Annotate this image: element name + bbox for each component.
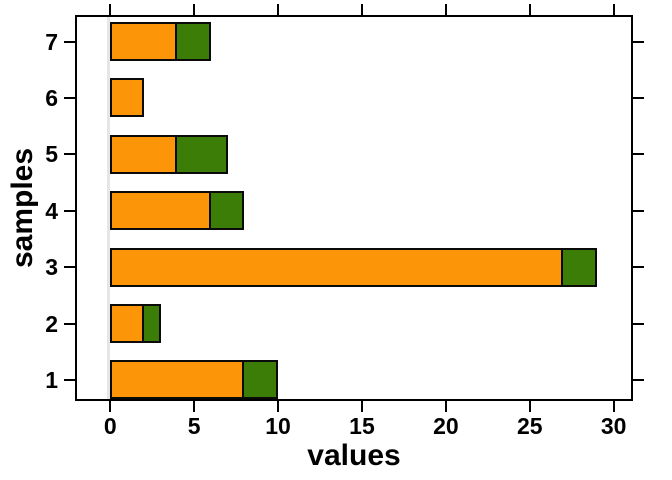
x-tick bbox=[277, 401, 280, 412]
bar-segment-green-segment bbox=[141, 304, 161, 343]
y-tick bbox=[64, 40, 75, 43]
y-tick bbox=[633, 153, 644, 156]
x-tick bbox=[528, 4, 531, 15]
x-tick bbox=[193, 401, 196, 412]
x-tick-label: 30 bbox=[600, 413, 627, 439]
x-tick bbox=[277, 4, 280, 15]
y-tick bbox=[633, 266, 644, 269]
y-tick bbox=[64, 96, 75, 99]
bar-segment-green-segment bbox=[208, 191, 245, 231]
y-tick-label: 4 bbox=[45, 197, 58, 224]
x-tick bbox=[528, 401, 531, 412]
x-tick-label: 20 bbox=[433, 413, 459, 439]
y-axis-title: samples bbox=[6, 147, 39, 269]
y-tick bbox=[633, 378, 644, 381]
bar-segment-green-segment bbox=[175, 134, 228, 174]
bar-segment-green-segment bbox=[175, 22, 211, 61]
x-tick bbox=[109, 4, 112, 15]
y-tick bbox=[633, 209, 644, 212]
y-tick-label: 7 bbox=[45, 28, 58, 55]
x-tick bbox=[109, 401, 112, 412]
y-tick-label: 5 bbox=[45, 141, 58, 168]
y-tick bbox=[64, 322, 75, 325]
bar-segment-orange-segment bbox=[110, 304, 144, 343]
bar-segment-orange-segment bbox=[110, 247, 564, 287]
y-tick bbox=[64, 266, 75, 269]
x-tick bbox=[360, 401, 363, 412]
x-axis-title: values bbox=[307, 439, 401, 472]
bar-segment-orange-segment bbox=[110, 191, 211, 231]
x-tick bbox=[444, 401, 447, 412]
y-tick-label: 1 bbox=[45, 366, 58, 393]
bar-segment-orange-segment bbox=[110, 22, 178, 61]
x-tick-label: 10 bbox=[265, 413, 291, 439]
bar-segment-green-segment bbox=[242, 360, 279, 400]
x-tick-label: 15 bbox=[349, 413, 375, 439]
x-tick-label: 25 bbox=[516, 413, 543, 439]
plot-area: 1 2 3 4 5 6 7 0 5 10 15 20 25 30 values samples bbox=[6, 4, 644, 472]
y-tick-label: 3 bbox=[45, 254, 58, 281]
x-tick bbox=[612, 4, 615, 15]
y-tick bbox=[633, 96, 644, 99]
bar-segment-green-segment bbox=[561, 247, 597, 287]
y-tick bbox=[633, 40, 644, 43]
x-tick-label: 0 bbox=[103, 413, 117, 439]
bar-segment-orange-segment bbox=[110, 360, 245, 400]
x-tick-label: 5 bbox=[187, 413, 201, 439]
y-tick-label: 6 bbox=[45, 84, 58, 111]
zero-baseline bbox=[107, 17, 111, 399]
bar-segment-orange-segment bbox=[110, 134, 178, 174]
y-tick-label: 2 bbox=[45, 310, 58, 337]
x-tick bbox=[612, 401, 615, 412]
y-tick bbox=[64, 378, 75, 381]
x-tick bbox=[444, 4, 447, 15]
x-tick bbox=[193, 4, 196, 15]
x-tick bbox=[360, 4, 363, 15]
y-tick bbox=[633, 322, 644, 325]
bar-segment-orange-segment bbox=[110, 78, 144, 118]
y-tick bbox=[64, 209, 75, 212]
y-tick bbox=[64, 153, 75, 156]
